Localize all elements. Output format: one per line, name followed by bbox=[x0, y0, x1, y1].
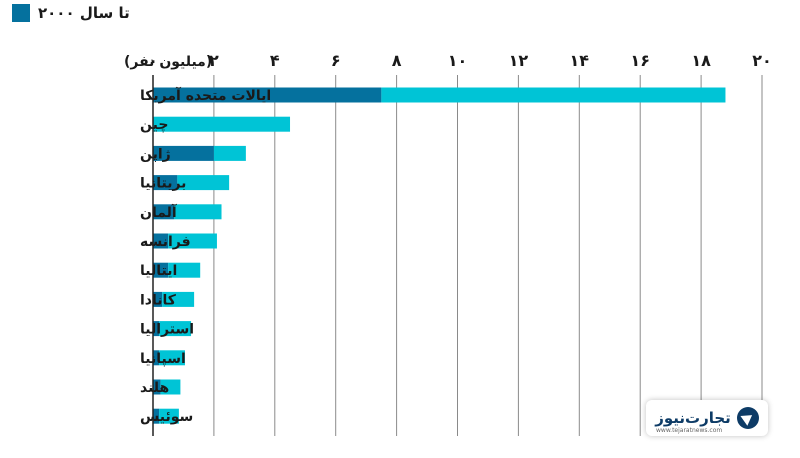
watermark-brand: تجارت‌نیوز bbox=[655, 409, 731, 427]
bar-before-2000 bbox=[153, 291, 163, 307]
x-tick-label: ۲۰ bbox=[752, 51, 772, 70]
legend: تا سال ۲۰۰۰ bbox=[12, 4, 130, 22]
category-label: چین bbox=[140, 117, 168, 133]
bar-segment bbox=[162, 291, 195, 307]
bottom-border bbox=[0, 450, 800, 458]
bar-before-2000 bbox=[153, 175, 178, 191]
bar-segment bbox=[159, 408, 179, 424]
x-tick-label: ۴ bbox=[270, 51, 280, 70]
bar-before-2000 bbox=[153, 262, 169, 278]
x-tick-label: ۱۶ bbox=[630, 51, 650, 70]
category-label: ایالات متحده آمریکا bbox=[140, 86, 271, 104]
category-label: ایتالیا bbox=[140, 263, 177, 279]
x-tick-label: ۱۰ bbox=[448, 51, 468, 70]
bar-segment bbox=[160, 379, 181, 395]
bar-segment bbox=[213, 145, 246, 161]
legend-swatch bbox=[12, 4, 30, 22]
category-label: استرالیا bbox=[140, 322, 194, 338]
category-label: اسپانیا bbox=[140, 351, 186, 367]
category-label: سوئیس bbox=[140, 409, 193, 425]
bar-before-2000 bbox=[153, 350, 160, 366]
bar-before-2000 bbox=[153, 379, 161, 395]
legend-label: تا سال ۲۰۰۰ bbox=[38, 4, 130, 22]
category-label: هلند bbox=[140, 380, 169, 396]
bar-before-2000 bbox=[153, 87, 382, 103]
bar-segment bbox=[174, 204, 222, 220]
category-label: فرانسه bbox=[140, 234, 191, 250]
category-label: کانادا bbox=[140, 292, 177, 308]
bar-before-2000 bbox=[153, 321, 160, 337]
bar-before-2000 bbox=[153, 145, 214, 161]
bar-before-2000 bbox=[153, 408, 160, 424]
bar-segment bbox=[177, 175, 230, 191]
bar-before-2000 bbox=[153, 204, 175, 220]
bar-segment bbox=[168, 262, 201, 278]
x-tick-label: ۱۲ bbox=[509, 51, 529, 70]
bar-before-2000 bbox=[153, 233, 169, 249]
x-tick-label: ۰ bbox=[148, 51, 158, 70]
category-label: آلمان bbox=[140, 203, 178, 221]
unit-label: (میلیون نفر) bbox=[124, 54, 212, 70]
x-tick-label: ۱۴ bbox=[570, 51, 590, 70]
bar-segment bbox=[159, 321, 192, 337]
bar-segment bbox=[159, 350, 185, 366]
x-tick-label: ۶ bbox=[331, 51, 341, 70]
bar-segment bbox=[381, 87, 726, 103]
tejaratnews-logo-icon bbox=[736, 407, 759, 429]
watermark-site: www.tejaratnews.com bbox=[656, 427, 723, 434]
bar-segment bbox=[153, 116, 291, 132]
x-tick-label: ۸ bbox=[392, 51, 402, 70]
category-label: بریتانیا bbox=[140, 176, 186, 192]
bar-segment bbox=[168, 233, 217, 249]
category-label: ژاپن bbox=[140, 146, 171, 162]
tejaratnews-watermark: تجارت‌نیوز www.tejaratnews.com bbox=[646, 400, 768, 436]
x-tick-label: ۱۸ bbox=[691, 51, 711, 70]
x-tick-label: ۲ bbox=[209, 51, 219, 70]
